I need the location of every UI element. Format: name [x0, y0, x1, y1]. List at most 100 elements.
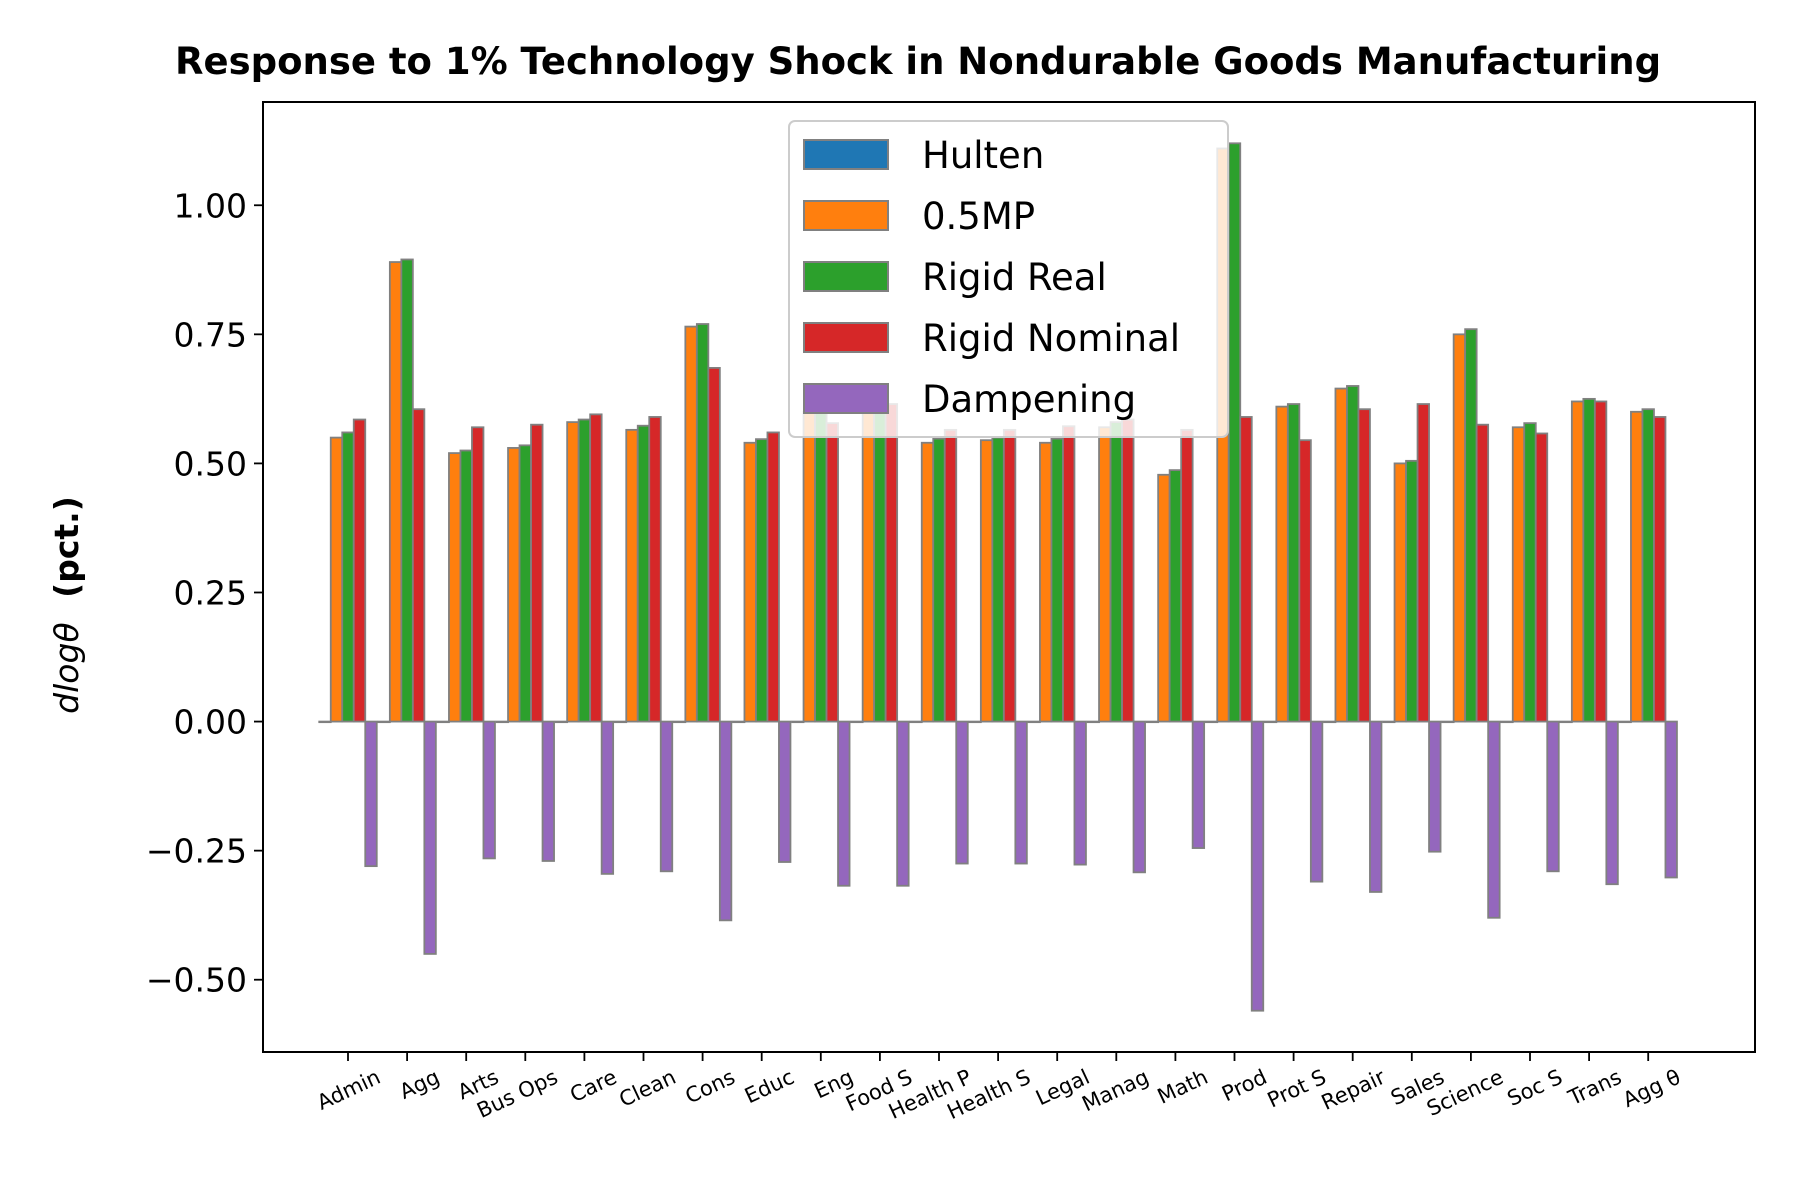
legend-swatch [803, 322, 889, 353]
bar-dampening-4 [600, 720, 615, 875]
bar-rigid-real-2 [459, 449, 473, 723]
bar-rigid-nominal-12 [1062, 425, 1076, 723]
chart-title: Response to 1% Technology Shock in Nondu… [175, 40, 1661, 83]
x-tick-label: Clean [615, 1065, 679, 1112]
bar-hulten-14 [1145, 720, 1160, 724]
legend-box [788, 120, 1229, 438]
bar-05mp-17 [1334, 387, 1348, 723]
bar-05mp-8 [802, 410, 816, 723]
bar-hulten-11 [968, 720, 982, 724]
y-axis-label: dlogθ (pct.) [47, 496, 86, 714]
bar-rigid-real-8 [814, 405, 828, 723]
bar-05mp-12 [1039, 441, 1053, 723]
bar-rigid-nominal-21 [1593, 400, 1608, 723]
bar-05mp-18 [1393, 462, 1407, 723]
bar-rigid-nominal-18 [1416, 403, 1430, 723]
bar-rigid-nominal-19 [1475, 423, 1490, 723]
y-axis-label-math: dlogθ [47, 622, 86, 713]
bar-rigid-real-10 [932, 437, 946, 723]
bar-hulten-18 [1382, 720, 1396, 724]
bar-rigid-real-3 [518, 444, 532, 723]
bar-hulten-16 [1263, 720, 1278, 724]
legend-swatch [803, 383, 889, 414]
bar-rigid-real-7 [755, 438, 769, 723]
bar-05mp-11 [979, 439, 994, 723]
bar-hulten-19 [1441, 720, 1455, 724]
bar-rigid-nominal-20 [1534, 432, 1549, 723]
bar-rigid-real-20 [1523, 422, 1537, 723]
bar-rigid-real-5 [636, 424, 651, 723]
bar-hulten-0 [318, 720, 332, 724]
bar-rigid-nominal-13 [1121, 418, 1135, 723]
bar-rigid-nominal-16 [1298, 439, 1312, 723]
bar-hulten-13 [1086, 720, 1100, 724]
plot-frame [262, 101, 1756, 1053]
y-tick-label: 0.75 [174, 315, 247, 354]
bar-dampening-9 [896, 720, 910, 887]
bar-dampening-11 [1014, 720, 1028, 865]
bar-rigid-real-11 [991, 436, 1005, 723]
bar-05mp-22 [1630, 410, 1644, 723]
bar-rigid-nominal-7 [766, 431, 780, 723]
x-tick-label: Educ [741, 1065, 798, 1109]
bar-dampening-10 [955, 720, 969, 865]
bar-rigid-nominal-5 [648, 416, 662, 723]
bar-dampening-18 [1428, 720, 1442, 853]
bar-rigid-nominal-3 [530, 423, 544, 723]
x-tick-label: Admin [313, 1065, 384, 1115]
bar-rigid-real-9 [873, 395, 887, 723]
legend: Hulten 0.5MP Rigid Real Rigid Nominal Dampen… [788, 120, 1229, 438]
bar-rigid-real-16 [1286, 403, 1301, 723]
x-tick-label: Soc S [1504, 1065, 1566, 1111]
bar-hulten-15 [1204, 720, 1219, 724]
x-tick-label: Agg [396, 1065, 443, 1104]
bar-rigid-nominal-0 [352, 418, 367, 723]
bar-rigid-real-6 [695, 323, 710, 723]
bar-dampening-7 [778, 720, 792, 863]
bar-dampening-12 [1073, 720, 1087, 866]
bar-rigid-nominal-15 [1239, 416, 1253, 723]
bar-05mp-21 [1570, 400, 1585, 723]
legend-swatch [803, 139, 889, 170]
x-tick-label: Prot S [1264, 1065, 1330, 1113]
bar-rigid-real-14 [1168, 469, 1183, 723]
bar-rigid-real-4 [577, 418, 592, 723]
bar-rigid-real-19 [1464, 328, 1478, 723]
legend-label: Rigid Nominal [922, 317, 1180, 360]
bar-05mp-9 [861, 400, 876, 723]
bar-hulten-4 [554, 720, 569, 724]
bar-dampening-6 [718, 720, 733, 922]
bar-05mp-2 [448, 452, 462, 723]
bar-rigid-nominal-11 [1002, 428, 1017, 723]
bar-dampening-14 [1191, 720, 1206, 849]
legend-swatch [803, 261, 889, 292]
bar-rigid-nominal-8 [825, 422, 839, 723]
bar-05mp-3 [507, 447, 521, 723]
y-tick-label: 0.50 [174, 444, 247, 483]
bar-dampening-20 [1546, 720, 1560, 873]
bar-05mp-5 [625, 428, 639, 723]
bar-hulten-17 [1323, 720, 1337, 724]
bar-dampening-19 [1487, 720, 1501, 919]
bar-dampening-0 [364, 720, 378, 868]
bar-hulten-8 [791, 720, 805, 724]
bar-05mp-10 [920, 441, 935, 723]
y-tick-label: 0.00 [174, 703, 247, 742]
bar-hulten-9 [850, 720, 864, 724]
bar-rigid-nominal-6 [707, 366, 721, 723]
bar-rigid-nominal-14 [1180, 428, 1194, 723]
bar-hulten-2 [436, 720, 450, 724]
bar-05mp-14 [1157, 473, 1171, 723]
legend-label: Rigid Real [922, 256, 1107, 299]
bar-dampening-3 [541, 720, 555, 862]
y-tick-label: −0.50 [146, 961, 247, 1000]
bar-rigid-nominal-1 [411, 408, 426, 723]
bar-rigid-real-17 [1346, 385, 1360, 723]
bar-hulten-21 [1559, 720, 1573, 724]
bar-rigid-real-1 [400, 258, 414, 723]
bar-rigid-real-21 [1582, 397, 1596, 723]
legend-label: Dampening [922, 378, 1136, 421]
x-tick-label: Manag [1078, 1065, 1152, 1117]
